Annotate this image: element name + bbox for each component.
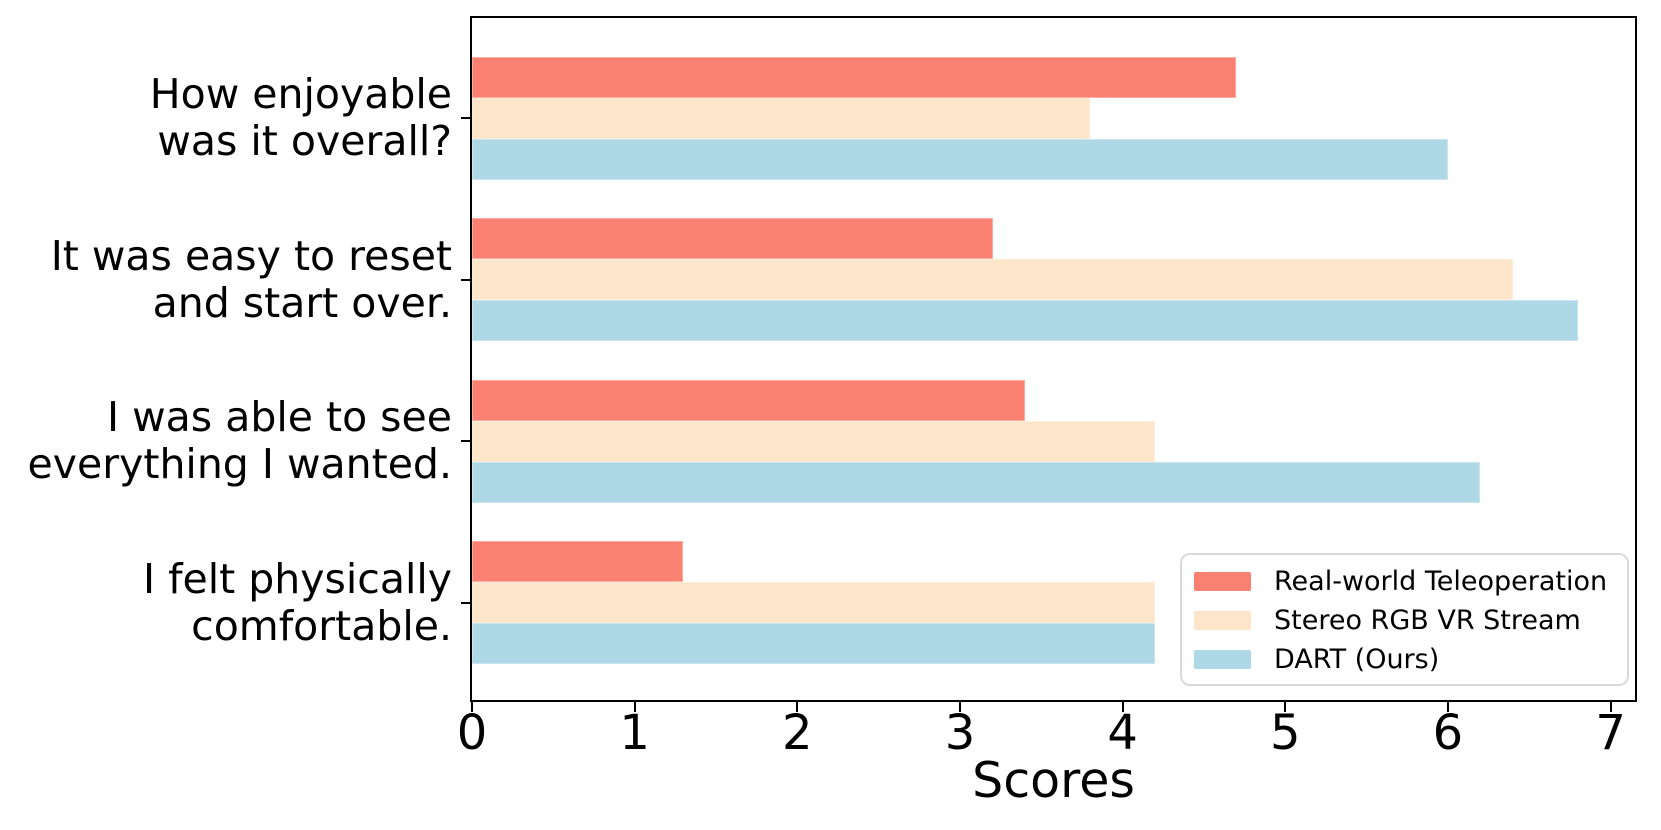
bar-real-world-teleoperation-2 bbox=[472, 379, 1026, 421]
x-tick-label-7: 7 bbox=[1595, 705, 1626, 761]
y-tick-mark-2 bbox=[461, 440, 470, 442]
category-label-3-line-1: comfortable. bbox=[191, 601, 452, 650]
bar-dart-ours-0 bbox=[472, 138, 1448, 180]
bar-stereo-rgb-vr-stream-2 bbox=[472, 420, 1156, 462]
legend-row-stereo-rgb-vr-stream: Stereo RGB VR Stream bbox=[1194, 601, 1627, 640]
category-label-1-line-0: It was easy to reset bbox=[50, 231, 452, 280]
category-label-1: It was easy to reset and start over. bbox=[0, 231, 452, 327]
bar-real-world-teleoperation-1 bbox=[472, 218, 993, 259]
x-tick-mark-4 bbox=[1121, 702, 1124, 712]
x-tick-label-1: 1 bbox=[619, 705, 650, 761]
legend-swatch-dart-ours bbox=[1194, 650, 1251, 669]
x-axis-label: Scores bbox=[972, 752, 1135, 809]
legend-row-real-world-teleoperation: Real-world Teleoperation bbox=[1194, 562, 1627, 601]
x-tick-label-4: 4 bbox=[1107, 705, 1138, 761]
y-tick-mark-0 bbox=[461, 117, 470, 119]
x-tick-mark-6 bbox=[1446, 702, 1449, 712]
y-tick-mark-3 bbox=[461, 601, 470, 604]
legend-label-real-world-teleoperation: Real-world Teleoperation bbox=[1274, 566, 1608, 597]
legend-label-dart-ours: DART (Ours) bbox=[1274, 644, 1440, 675]
category-label-0: How enjoyable was it overall? bbox=[0, 71, 452, 165]
category-label-0-line-0: How enjoyable bbox=[149, 70, 452, 118]
bar-dart-ours-1 bbox=[472, 300, 1579, 341]
x-tick-label-6: 6 bbox=[1432, 705, 1464, 761]
y-tick-mark-1 bbox=[461, 278, 470, 281]
category-label-2-line-1: everything I wanted. bbox=[27, 440, 452, 488]
category-label-0-line-1: was it overall? bbox=[157, 117, 452, 165]
x-tick-mark-2 bbox=[796, 702, 799, 712]
x-tick-mark-1 bbox=[633, 702, 636, 712]
x-tick-label-5: 5 bbox=[1270, 705, 1301, 761]
bar-stereo-rgb-vr-stream-0 bbox=[472, 97, 1091, 139]
legend-label-stereo-rgb-vr-stream: Stereo RGB VR Stream bbox=[1274, 605, 1581, 636]
bar-dart-ours-3 bbox=[472, 623, 1156, 664]
bar-real-world-teleoperation-3 bbox=[472, 541, 684, 582]
plot-area bbox=[461, 16, 1637, 712]
legend-row-dart-ours: DART (Ours) bbox=[1194, 640, 1627, 679]
x-tick-label-2: 2 bbox=[782, 705, 813, 761]
x-tick-mark-7 bbox=[1609, 702, 1612, 712]
category-label-3: I felt physically comfortable. bbox=[0, 554, 452, 650]
x-tick-mark-3 bbox=[958, 702, 961, 712]
bar-dart-ours-2 bbox=[472, 461, 1481, 503]
x-tick-mark-5 bbox=[1284, 702, 1287, 712]
bar-real-world-teleoperation-0 bbox=[472, 56, 1237, 98]
legend-swatch-real-world-teleoperation bbox=[1194, 572, 1251, 591]
category-label-2: I was able to see everything I wanted. bbox=[0, 394, 452, 488]
x-tick-mark-0 bbox=[471, 702, 473, 712]
category-label-1-line-1: and start over. bbox=[152, 278, 452, 327]
x-tick-label-0: 0 bbox=[456, 705, 488, 761]
category-label-2-line-0: I was able to see bbox=[107, 393, 452, 441]
category-label-3-line-0: I felt physically bbox=[142, 554, 452, 603]
x-tick-label-3: 3 bbox=[944, 705, 976, 761]
legend: Real-world Teleoperation Stereo RGB VR St… bbox=[1180, 553, 1629, 686]
legend-swatch-stereo-rgb-vr-stream bbox=[1194, 611, 1251, 630]
bar-stereo-rgb-vr-stream-3 bbox=[472, 582, 1156, 623]
bar-stereo-rgb-vr-stream-1 bbox=[472, 259, 1513, 300]
